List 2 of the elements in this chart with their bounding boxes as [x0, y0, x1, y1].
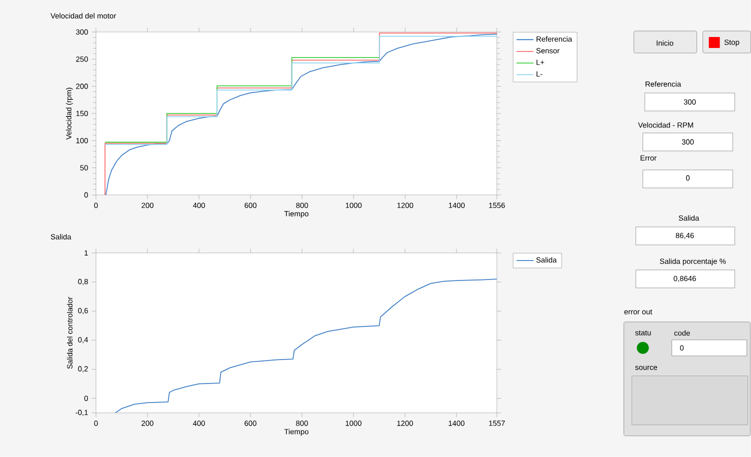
line-series	[114, 278, 497, 413]
line-series	[104, 36, 497, 145]
